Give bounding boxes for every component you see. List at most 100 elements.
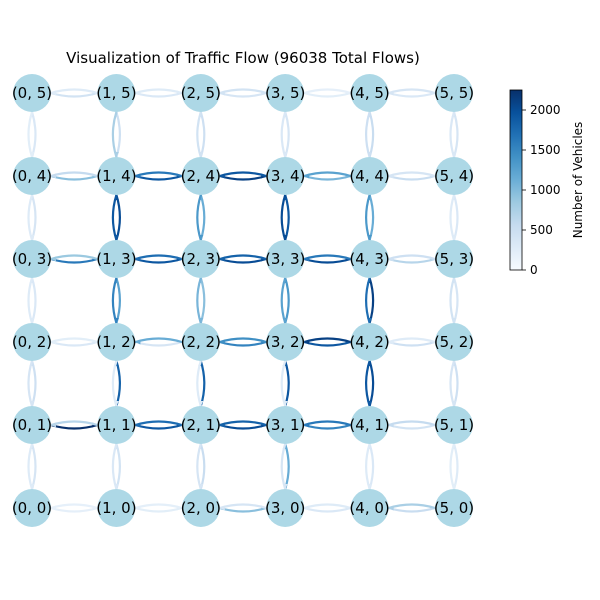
edge-arrowhead-1-0-to-0-0 [51,505,56,511]
edge-1-3-to-0-3 [49,254,99,261]
edge-arrowhead-5-1-to-5-0 [451,484,457,489]
edge-2-4-to-1-4 [134,171,183,178]
node-3-1: (3, 1) [265,406,305,444]
edge-0-3-to-0-4 [30,193,37,242]
node-circle [13,323,51,361]
node-0-1: (0, 1) [12,406,52,444]
edge-1-2-to-0-2 [49,337,99,344]
node-circle [97,489,136,527]
edge-arrowhead-4-5-to-4-4 [367,152,373,157]
node-circle [266,323,305,361]
edge-2-3-to-1-3 [134,254,183,261]
edge-2-3-to-2-2 [196,276,202,325]
edge-2-1-to-1-1 [134,420,183,427]
edge-5-4-to-5-3 [449,193,456,242]
node-label: (3, 5) [265,84,305,102]
node-label: (1, 2) [96,333,136,351]
node-label: (2, 0) [181,499,221,517]
node-3-2: (3, 2) [265,323,305,361]
edge-5-2-to-5-1 [449,359,456,408]
edge-1-1-to-1-2 [115,359,121,408]
edge-arrowhead-1-2-to-1-1 [113,401,119,406]
edge-arrowhead-5-0-to-4-0 [388,505,394,511]
edge-2-1-to-3-1 [218,423,268,430]
node-1-5: (1, 5) [96,74,137,112]
node-label: (3, 0) [265,499,305,517]
node-circle [181,406,220,444]
node-circle [266,74,305,112]
edge-arrowhead-1-1-to-1-0 [113,484,119,489]
node-4-3: (4, 3) [349,240,390,278]
edge-arrowhead-4-2-to-4-1 [367,401,373,406]
edge-3-4-to-3-3 [280,193,287,242]
node-5-0: (5, 0) [434,489,474,527]
node-label: (5, 3) [434,250,474,268]
node-circle [181,489,220,527]
node-label: (4, 0) [349,499,389,517]
edge-2-0-to-2-1 [199,442,206,491]
edge-3-2-to-3-3 [284,276,290,325]
edge-0-0-to-0-1 [30,442,37,491]
edge-0-3-to-1-3 [49,257,99,264]
edge-5-4-to-5-5 [452,110,459,159]
edge-2-2-to-1-2 [134,337,183,344]
edge-arrowhead-4-3-to-4-2 [367,318,373,323]
node-circle [350,489,389,527]
edge-1-0-to-0-0 [49,503,99,510]
edge-1-1-to-2-1 [134,423,183,430]
node-4-2: (4, 2) [349,323,390,361]
edge-5-3-to-5-4 [452,193,459,242]
edge-4-5-to-3-5 [303,88,352,95]
edge-arrowhead-4-3-to-3-3 [304,256,310,262]
node-2-2: (2, 2) [181,323,221,361]
node-label: (0, 0) [12,499,52,517]
colorbar-tick-label: 2000 [530,103,561,117]
edge-2-0-to-3-0 [218,506,268,513]
edge-4-0-to-3-0 [303,503,352,510]
edge-4-1-to-4-2 [368,359,375,408]
edge-3-3-to-4-3 [303,257,352,264]
node-circle [435,406,473,444]
edge-4-2-to-3-2 [303,337,352,344]
edge-arrowhead-2-4-to-1-4 [135,173,141,179]
node-3-4: (3, 4) [265,157,305,195]
node-label: (2, 4) [181,167,221,185]
edge-2-2-to-3-2 [218,340,268,347]
node-circle [181,74,220,112]
edge-2-4-to-2-5 [199,110,206,159]
edge-5-5-to-4-5 [387,88,437,95]
edge-arrowhead-5-4-to-5-3 [451,235,457,240]
edge-5-2-to-5-3 [452,276,459,325]
node-2-0: (2, 0) [181,489,221,527]
node-4-5: (4, 5) [349,74,390,112]
node-4-0: (4, 0) [349,489,390,527]
edge-4-0-to-5-0 [387,506,437,513]
node-0-2: (0, 2) [12,323,52,361]
edge-arrowhead-3-2-to-3-1 [282,401,288,406]
node-label: (0, 4) [12,167,52,185]
edge-arrowhead-3-0-to-2-0 [219,505,225,511]
edge-3-5-to-3-4 [280,110,287,159]
node-3-3: (3, 3) [265,240,305,278]
edge-3-3-to-3-2 [280,276,287,325]
node-label: (5, 2) [434,333,474,351]
node-label: (2, 3) [181,250,221,268]
edge-2-1-to-2-2 [199,359,206,408]
edge-1-5-to-2-5 [134,91,183,98]
edge-2-4-to-3-4 [218,174,268,181]
edge-arrowhead-4-1-to-4-0 [367,484,373,489]
nodes-layer: (0, 0) (1, 0) (2, 0) (3, 0) (4, 0) (5, 0) (0, … [12,74,474,527]
edge-2-0-to-1-0 [134,503,183,510]
node-label: (3, 3) [265,250,305,268]
node-circle [97,323,136,361]
node-label: (0, 5) [12,84,52,102]
node-1-3: (1, 3) [96,240,137,278]
node-label: (2, 5) [181,84,221,102]
edge-2-2-to-2-3 [199,276,206,325]
edge-1-2-to-2-2 [134,340,183,347]
edge-arrowhead-5-4-to-4-4 [388,173,394,179]
node-5-2: (5, 2) [434,323,474,361]
node-label: (3, 4) [265,167,305,185]
node-circle [13,240,51,278]
